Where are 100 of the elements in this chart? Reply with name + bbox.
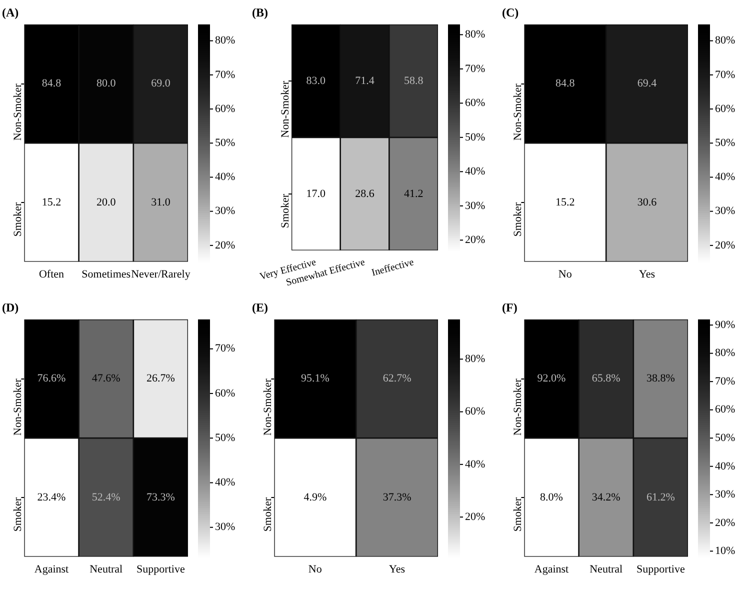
color-bar-label: 60%	[215, 387, 236, 400]
data-label: 61.2%	[646, 491, 675, 504]
color-bar-label: 20%	[465, 234, 486, 246]
data-label: 58.8	[404, 74, 424, 87]
y-tick-label: Smoker	[262, 497, 274, 532]
x-tick-label: Ineffective	[370, 256, 416, 279]
color-bar-label: 60%	[215, 102, 236, 115]
y-tick-label: Non-Smoker	[12, 83, 24, 141]
data-label: 30.6	[637, 196, 658, 208]
data-label: 84.8	[556, 78, 576, 90]
color-bar-label: 40%	[715, 171, 736, 184]
y-tick-label: Smoker	[512, 497, 524, 532]
color-bar-label: 40%	[465, 458, 486, 470]
color-bar-label: 30%	[465, 200, 486, 212]
data-label: 52.4%	[92, 491, 120, 504]
x-tick-label: Yes	[639, 268, 656, 280]
color-bar-label: 60%	[715, 102, 736, 115]
chart-title: (D)	[2, 300, 19, 314]
data-label: 95.1%	[300, 372, 330, 385]
data-label: 17.0	[306, 188, 326, 200]
color-bar-label: 40%	[215, 171, 236, 184]
y-tick-label: Non-Smoker	[279, 80, 292, 138]
color-bar-label: 60%	[465, 97, 486, 110]
data-label: 31.0	[151, 196, 171, 208]
color-bar-label: 40%	[715, 460, 736, 472]
color-bar-label: 40%	[465, 166, 486, 178]
y-tick-label: Non-Smoker	[512, 378, 524, 436]
color-bar-label: 50%	[715, 432, 736, 444]
data-label: 37.3%	[382, 491, 412, 504]
color-bar-label: 20%	[215, 239, 236, 252]
x-tick-label: Never/Rarely	[131, 268, 191, 280]
data-label: 69.0	[151, 78, 171, 90]
color-bar-label: 50%	[215, 136, 236, 149]
data-label: 69.4	[637, 78, 658, 90]
data-label: 26.7%	[146, 372, 175, 385]
y-tick-label: Non-Smoker	[12, 378, 24, 436]
data-label: 76.6%	[37, 372, 66, 385]
x-tick-label: Supportive	[136, 563, 185, 576]
data-label: 84.8	[42, 78, 62, 90]
y-tick-label: Non-Smoker	[512, 83, 524, 141]
chart-title: (B)	[252, 5, 268, 20]
color-bar-label: 30%	[715, 488, 736, 501]
color-bar-label: 60%	[715, 404, 736, 416]
y-tick-label: Smoker	[12, 497, 24, 532]
data-label: 47.6%	[92, 372, 120, 385]
data-label: 73.3%	[146, 491, 175, 504]
color-bar-label: 50%	[715, 136, 736, 149]
color-bar-label: 70%	[215, 68, 236, 81]
data-label: 15.2	[556, 196, 575, 208]
color-bar-label: 50%	[215, 432, 236, 444]
color-bar-label: 70%	[715, 68, 736, 81]
color-bar-label: 30%	[215, 205, 236, 218]
data-label: 71.4	[355, 74, 375, 87]
x-tick-label: Often	[38, 268, 65, 280]
x-tick-label: Sometimes	[82, 268, 131, 280]
color-bar-label: 70%	[465, 62, 486, 75]
x-tick-label: Supportive	[636, 563, 685, 576]
chart-title: (E)	[252, 300, 268, 314]
chart-title: (A)	[2, 5, 19, 20]
data-label: 20.0	[96, 196, 116, 208]
x-tick-label: No	[558, 268, 572, 280]
color-bar-label: 80%	[465, 353, 486, 366]
y-tick-label: Non-Smoker	[262, 378, 274, 436]
data-label: 38.8%	[646, 372, 675, 385]
data-label: 83.0	[306, 74, 326, 87]
color-bar-label: 90%	[715, 318, 736, 331]
data-label: 28.6	[355, 188, 375, 200]
x-tick-label: Against	[534, 563, 569, 576]
y-tick-label: Smoker	[12, 202, 24, 237]
x-tick-label: No	[308, 563, 322, 576]
color-bar-label: 60%	[465, 406, 486, 418]
color-bar-label: 20%	[465, 510, 486, 523]
chart-title: (F)	[502, 300, 518, 314]
color-bar-label: 40%	[215, 476, 236, 489]
color-bar-label: 80%	[215, 34, 236, 47]
color-bar-label: 80%	[715, 347, 736, 360]
data-label: 65.8%	[592, 372, 620, 385]
x-tick-label: Neutral	[590, 563, 623, 576]
color-bar-label: 20%	[715, 239, 736, 252]
y-tick-label: Smoker	[279, 194, 292, 228]
data-label: 4.9%	[304, 491, 327, 504]
data-label: 23.4%	[37, 491, 66, 504]
data-label: 62.7%	[382, 372, 412, 385]
color-bar-label: 70%	[215, 342, 236, 355]
color-bar-label: 70%	[715, 375, 736, 388]
color-bar-label: 20%	[715, 516, 736, 529]
data-label: 80.0	[96, 78, 116, 90]
color-bar-label: 10%	[715, 545, 736, 558]
data-label: 15.2	[42, 196, 62, 208]
color-bar-label: 80%	[465, 28, 486, 41]
data-label: 92.0%	[537, 372, 566, 385]
x-tick-label: Neutral	[90, 563, 123, 576]
chart-title: (C)	[502, 5, 519, 20]
color-bar-label: 80%	[715, 34, 736, 47]
data-label: 41.2	[404, 188, 424, 200]
data-label: 34.2%	[592, 491, 620, 504]
y-tick-label: Smoker	[512, 202, 524, 237]
color-bar-label: 50%	[465, 131, 486, 144]
color-bar-label: 30%	[715, 205, 736, 218]
x-tick-label: Against	[34, 563, 69, 576]
